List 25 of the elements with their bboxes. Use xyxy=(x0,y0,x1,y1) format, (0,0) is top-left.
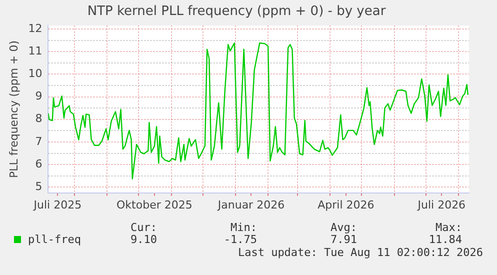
text: Avg: xyxy=(330,221,357,234)
y-tick-label: 9 xyxy=(35,90,42,103)
text: 11.84 xyxy=(428,233,462,246)
text: Cur: xyxy=(130,221,157,234)
y-tick-label: 7 xyxy=(35,134,42,148)
y-axis-title: PLL frequency (ppm + 0) xyxy=(7,40,20,178)
text: 7.91 xyxy=(330,233,357,246)
text: Max: xyxy=(434,221,462,234)
x-tick-label: Juli 2025 xyxy=(32,198,82,212)
x-tick-label: Juli 2026 xyxy=(416,198,466,212)
y-tick-label: 10 xyxy=(28,67,42,80)
text: Min: xyxy=(230,221,257,234)
y-tick-label: 5 xyxy=(35,180,42,194)
x-tick-label: Oktober 2025 xyxy=(116,198,192,212)
y-tick-label: 11 xyxy=(28,44,42,58)
y-tick-label: 12 xyxy=(28,22,42,35)
x-tick-label: April 2026 xyxy=(318,198,374,212)
y-tick-label: 6 xyxy=(35,157,42,170)
text: Last update: Tue Aug 11 02:00:12 2026 xyxy=(238,246,483,259)
chart-title: NTP kernel PLL frequency (ppm + 0) - by year xyxy=(87,4,386,20)
y-tick-label: 8 xyxy=(35,112,42,126)
legend-label: pll-freq xyxy=(28,233,81,246)
text: -1.75 xyxy=(222,233,257,246)
text: 9.10 xyxy=(130,233,157,246)
x-tick-label: Januar 2026 xyxy=(216,198,285,212)
